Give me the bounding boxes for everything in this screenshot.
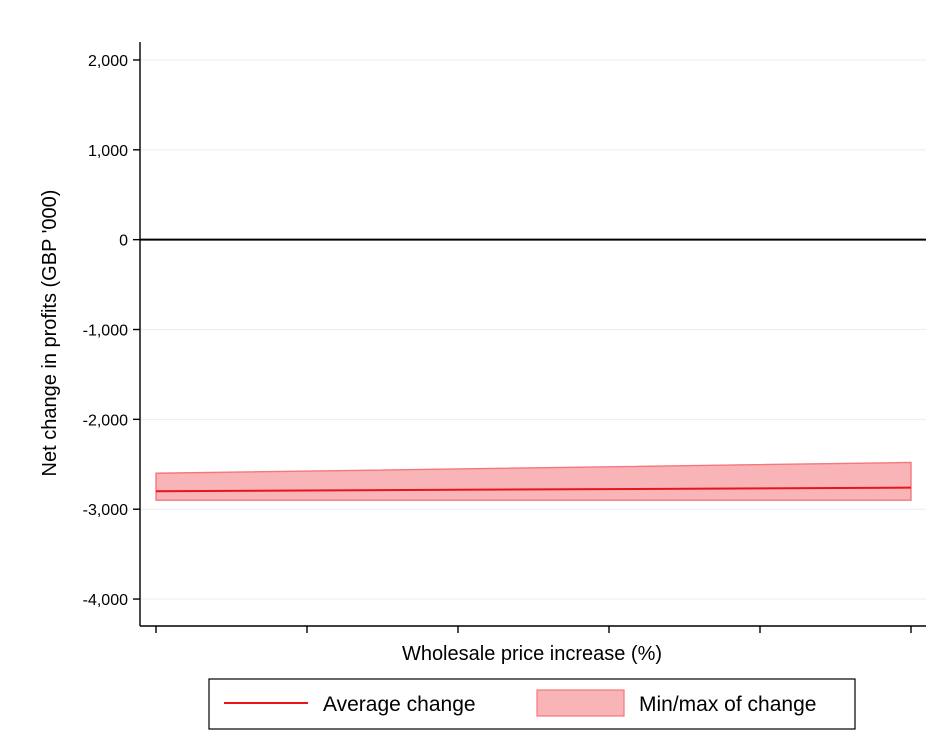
legend-label-average-change: Average change: [323, 693, 476, 716]
y-tick-label: -3,000: [83, 502, 128, 519]
y-axis-title: Net change in profits (GBP '000): [39, 190, 61, 477]
legend: Average change Min/max of change: [208, 678, 856, 730]
legend-swatch-min-max: [536, 689, 625, 717]
y-tick-label: 0: [119, 233, 128, 250]
min-max-band: [155, 461, 912, 501]
legend-frame: [208, 678, 856, 730]
axes: 2,000 1,000 0 -1,000 -2,000 -3,000 -4,000: [83, 42, 926, 633]
gridlines: [140, 59, 926, 600]
band-layer: [155, 461, 912, 501]
y-tick-label: 1,000: [88, 143, 128, 160]
y-tick-label: -4,000: [83, 592, 128, 609]
y-tick-label: 2,000: [88, 53, 128, 70]
line-layer: [140, 238, 926, 493]
y-tick-label: -2,000: [83, 412, 128, 429]
average-change-line: [155, 486, 912, 493]
y-tick-label: -1,000: [83, 323, 128, 340]
legend-label-min-max: Min/max of change: [639, 693, 816, 716]
x-axis-title: Wholesale price increase (%): [402, 643, 662, 665]
